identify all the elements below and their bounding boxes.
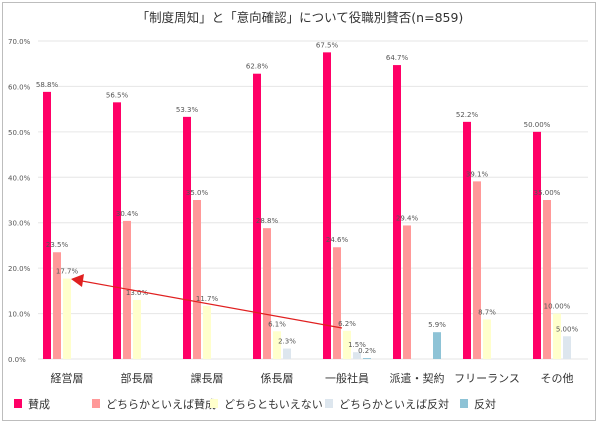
data-label: 8.7% <box>478 308 496 316</box>
x-tick-label: フリーランス <box>454 372 520 385</box>
bar <box>403 225 411 359</box>
data-label: 39.1% <box>466 170 489 178</box>
y-tick-label: 30.0% <box>8 220 31 228</box>
bar <box>193 200 201 359</box>
data-label: 11.7% <box>196 295 219 303</box>
bar <box>393 65 401 359</box>
x-tick-label: 課長層 <box>191 371 224 385</box>
data-label: 64.7% <box>386 54 409 62</box>
data-label: 0.2% <box>358 347 376 355</box>
bar <box>113 102 121 359</box>
bar <box>53 252 61 359</box>
data-label: 67.5% <box>316 41 339 49</box>
bar <box>433 332 441 359</box>
legend-swatch <box>460 399 468 408</box>
data-label: 52.2% <box>456 111 479 119</box>
y-tick-label: 40.0% <box>8 174 31 182</box>
data-label: 5.9% <box>428 321 446 329</box>
x-tick-label: 部長層 <box>121 371 154 385</box>
bar <box>123 220 131 359</box>
bar <box>563 336 571 359</box>
annotation-arrow-line <box>81 280 343 329</box>
bar <box>203 305 211 359</box>
data-label: 53.3% <box>176 106 199 114</box>
bar <box>263 228 271 359</box>
chart-frame <box>2 2 596 421</box>
bar <box>483 319 491 359</box>
data-label: 24.6% <box>326 236 349 244</box>
bar <box>273 331 281 359</box>
data-label: 6.2% <box>338 320 356 328</box>
bar <box>353 352 361 359</box>
bar <box>543 200 551 359</box>
x-tick-label: 一般社員 <box>325 371 369 385</box>
data-label: 28.8% <box>256 217 279 225</box>
legend-swatch <box>325 399 333 408</box>
legend-label: 賛成 <box>28 397 50 411</box>
data-label: 5.00% <box>556 325 579 333</box>
bar <box>323 52 331 359</box>
bar <box>283 348 291 359</box>
legend-label: 反対 <box>474 397 496 411</box>
y-tick-label: 0.0% <box>8 356 26 364</box>
legend-swatch <box>210 399 218 408</box>
x-tick-label: 派遣・契約 <box>390 371 445 385</box>
data-label: 62.8% <box>246 63 269 71</box>
bar <box>333 247 341 359</box>
data-label: 6.1% <box>268 320 286 328</box>
bar <box>363 358 371 359</box>
legend-swatch <box>92 399 100 408</box>
x-tick-label: 係長層 <box>261 372 294 385</box>
y-tick-label: 70.0% <box>8 38 31 46</box>
data-label: 17.7% <box>56 268 79 276</box>
data-label: 13.0% <box>126 289 149 297</box>
bar <box>473 181 481 359</box>
data-label: 58.8% <box>36 81 59 89</box>
data-label: 2.3% <box>278 338 296 346</box>
bar <box>533 131 541 359</box>
y-tick-label: 50.0% <box>8 129 31 137</box>
data-label: 29.4% <box>396 214 419 222</box>
bar <box>343 330 351 359</box>
legend-label: どちらかといえば賛成 <box>106 397 216 411</box>
bar <box>463 121 471 359</box>
y-tick-label: 20.0% <box>8 265 31 273</box>
x-tick-label: その他 <box>541 372 574 385</box>
legend-swatch <box>14 399 22 408</box>
data-label: 30.4% <box>116 210 139 218</box>
data-label: 50.00% <box>524 121 551 129</box>
data-label: 35.0% <box>186 189 209 197</box>
y-tick-label: 10.0% <box>8 311 31 319</box>
x-tick-label: 経営層 <box>51 371 84 385</box>
data-label: 23.5% <box>46 241 69 249</box>
bar <box>553 313 561 359</box>
legend-label: どちらともいえない <box>224 398 323 411</box>
bar <box>133 299 141 359</box>
data-label: 35.00% <box>534 189 561 197</box>
bar <box>43 91 51 359</box>
data-label: 10.00% <box>544 303 571 311</box>
bar <box>183 116 191 359</box>
bar <box>63 278 71 359</box>
legend-label: どちらかといえば反対 <box>339 397 449 411</box>
annotation-arrowhead-icon <box>71 274 84 287</box>
y-tick-label: 60.0% <box>8 83 31 91</box>
chart-title: 「制度周知」と「意向確認」について役職別賛否(n=859) <box>137 10 464 25</box>
data-label: 56.5% <box>106 91 129 99</box>
bar <box>253 73 261 360</box>
data-label: 1.5% <box>348 341 366 349</box>
